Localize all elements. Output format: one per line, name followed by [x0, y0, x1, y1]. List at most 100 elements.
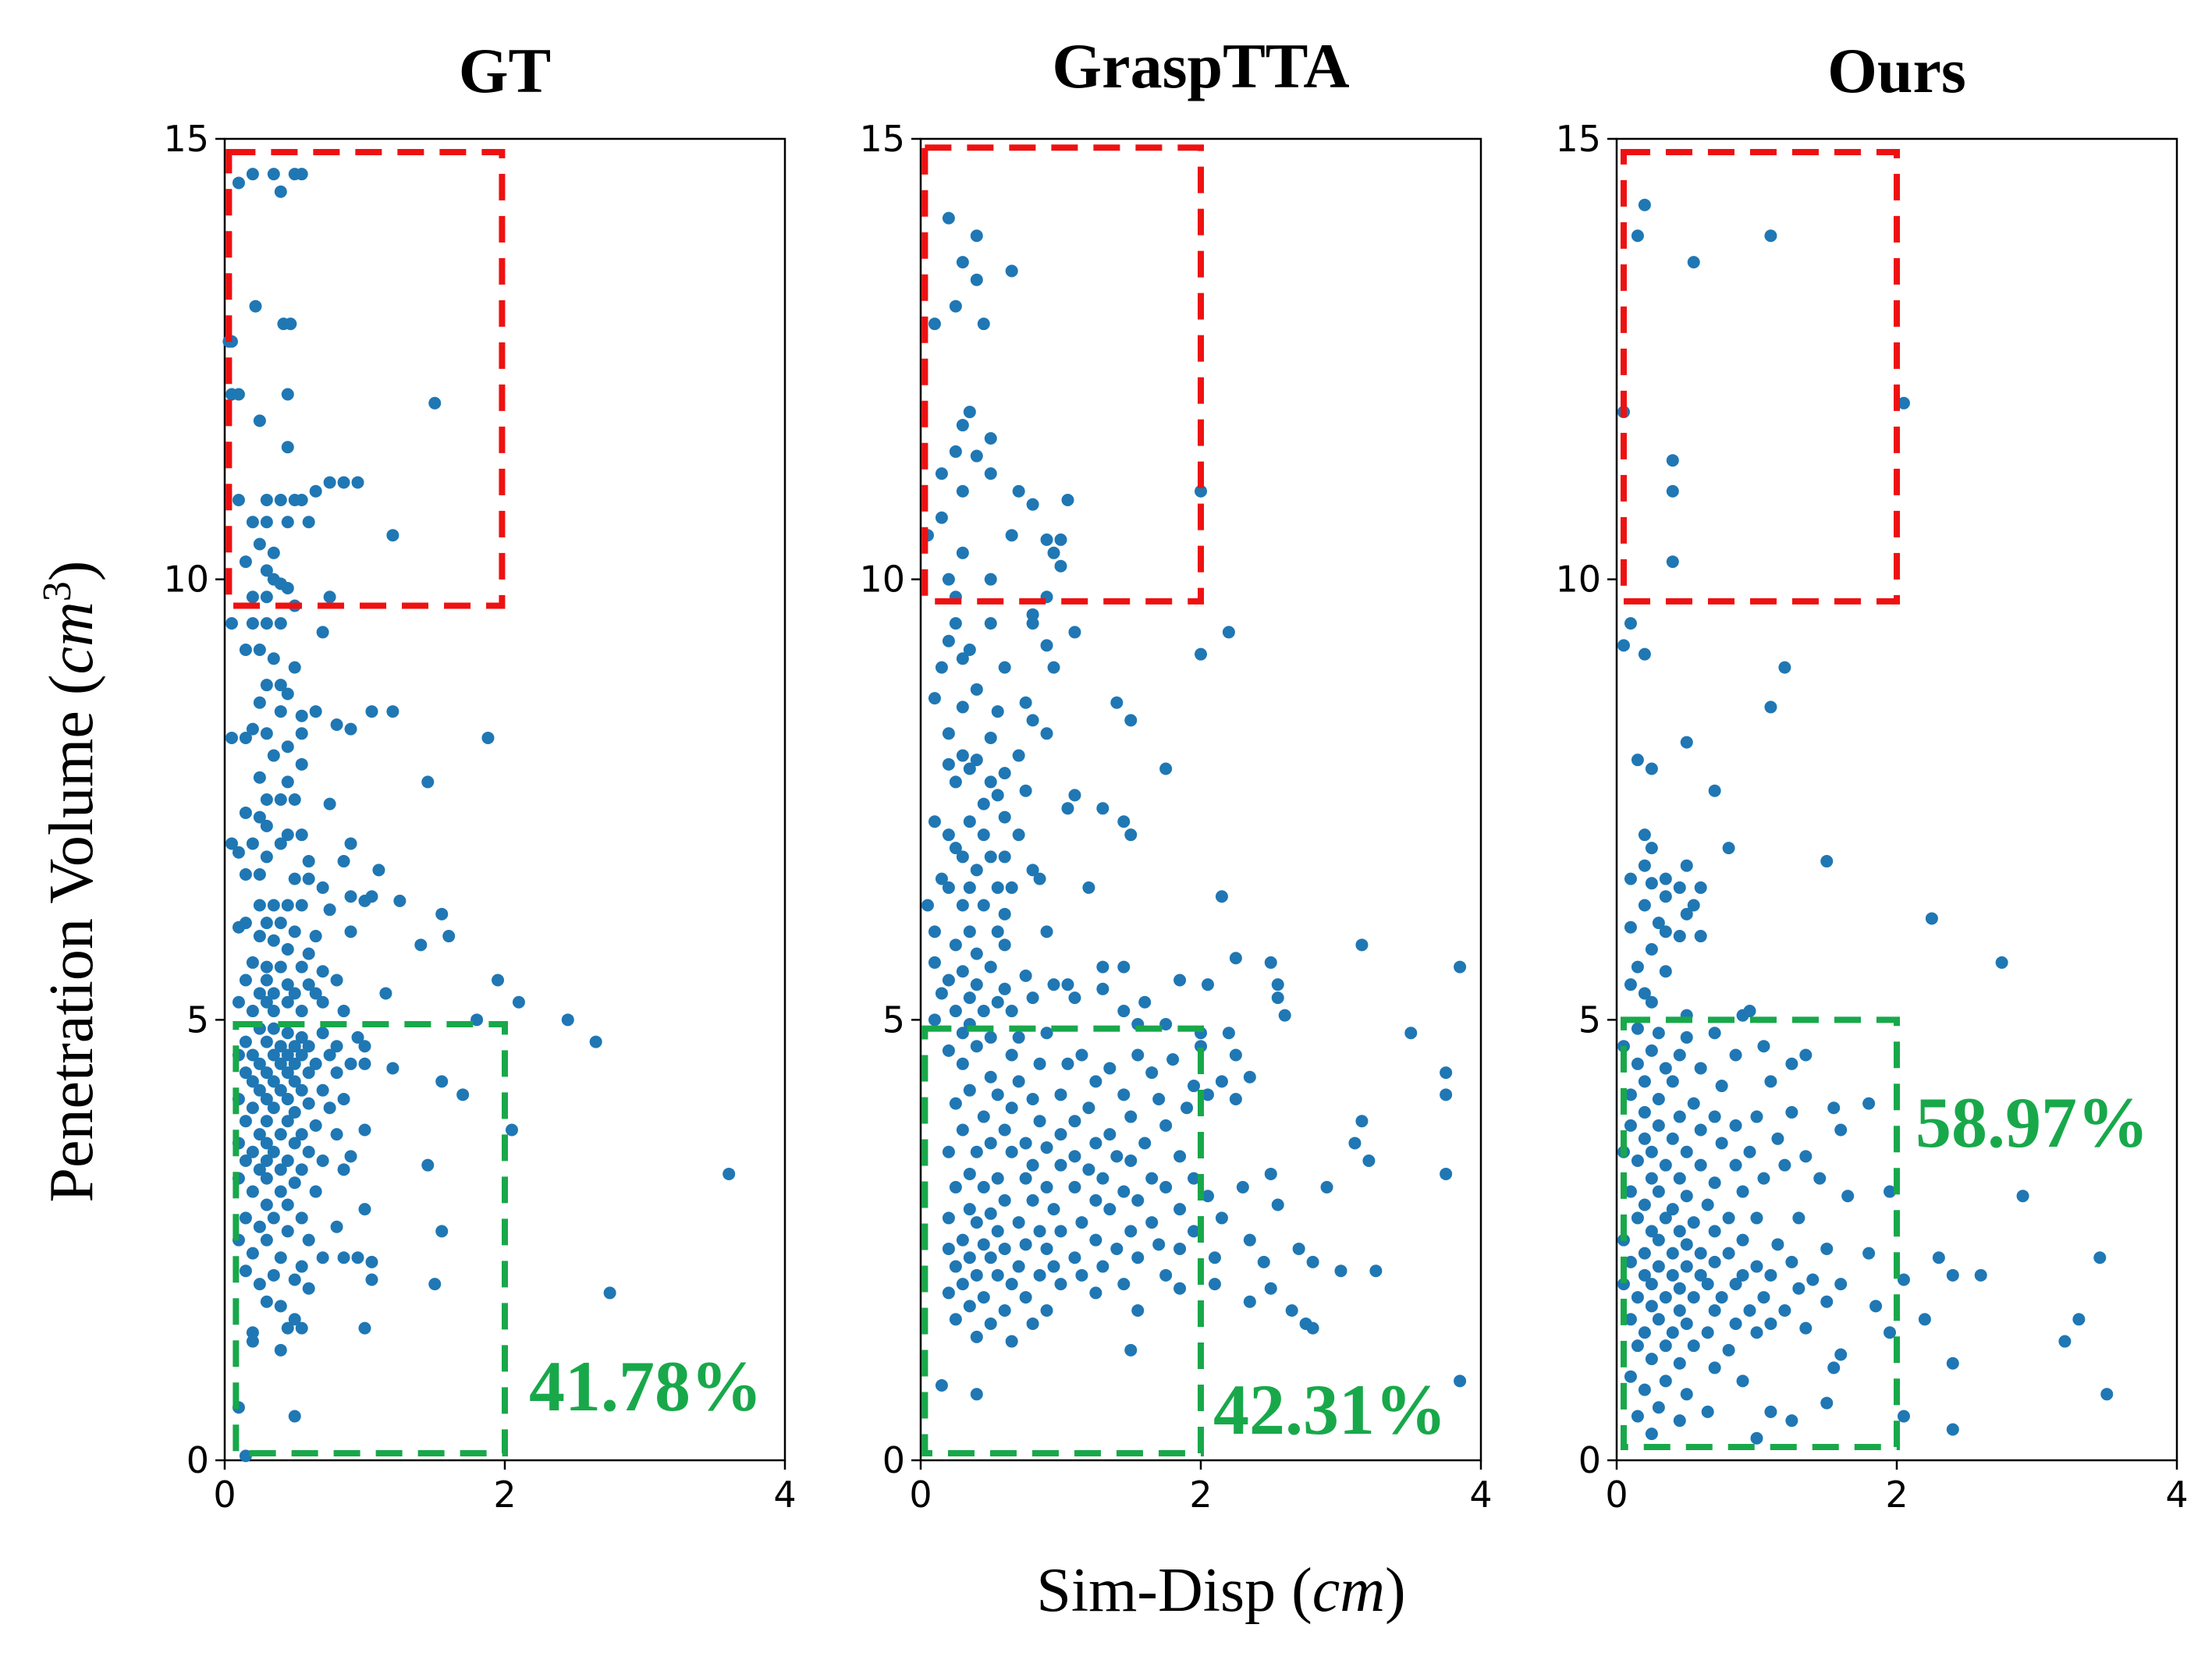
scatter-point: [1348, 1137, 1362, 1150]
scatter-point: [1666, 1132, 1679, 1145]
scatter-point: [1138, 995, 1152, 1009]
scatter-point: [1827, 1361, 1841, 1374]
scatter-point: [281, 1154, 294, 1168]
scatter-point: [1103, 1062, 1117, 1075]
scatter-point: [1040, 1141, 1053, 1154]
scatter-point: [1355, 938, 1369, 952]
scatter-point: [1440, 1088, 1453, 1101]
scatter-point: [281, 775, 294, 789]
scatter-point: [351, 1251, 364, 1264]
scatter-point: [942, 727, 955, 740]
scatter-point: [239, 731, 252, 744]
scatter-point: [1124, 1225, 1138, 1238]
scatter-point: [1019, 784, 1032, 797]
y-tick-label: 10: [859, 559, 905, 601]
scatter-point: [942, 211, 955, 225]
scatter-point: [288, 1105, 301, 1119]
scatter-point: [1026, 1158, 1039, 1172]
scatter-point: [421, 1158, 435, 1172]
scatter-point: [984, 617, 997, 630]
scatter-point: [1792, 1282, 1805, 1295]
scatter-point: [1026, 714, 1039, 727]
scatter-point: [1012, 1030, 1025, 1044]
scatter-point: [984, 573, 997, 586]
scatter-point: [1624, 1119, 1637, 1132]
scatter-point: [323, 903, 336, 917]
y-tick-label: 15: [859, 118, 905, 160]
scatter-point: [323, 476, 336, 489]
scatter-point: [970, 1145, 983, 1158]
scatter-point: [1454, 960, 1467, 974]
scatter-point: [505, 1123, 518, 1137]
scatter-point: [1068, 1115, 1081, 1128]
scatter-point: [942, 1044, 955, 1057]
scatter-point: [1792, 1211, 1805, 1225]
scatter-point: [232, 846, 245, 859]
scatter-point: [1145, 1216, 1159, 1229]
scatter-point: [1624, 1370, 1637, 1383]
scatter-point: [1799, 1048, 1813, 1062]
scatter-point: [1645, 842, 1658, 855]
scatter-point: [1799, 1321, 1813, 1335]
scatter-point: [942, 974, 955, 987]
scatter-point: [1005, 1101, 1018, 1115]
percentage-label: 58.97%: [1916, 1083, 2149, 1162]
scatter-point: [1117, 815, 1131, 828]
scatter-point: [1645, 1428, 1658, 1441]
scatter-point: [1638, 1105, 1651, 1119]
scatter-point: [260, 1115, 273, 1128]
scatter-point: [246, 722, 259, 736]
scatter-point: [232, 995, 245, 1009]
scatter-point: [267, 987, 280, 1000]
scatter-point: [1827, 1101, 1841, 1115]
scatter-point: [1974, 1268, 1987, 1282]
panel-2: Ours 0 2 4 0 5 10 15 58.97%: [1555, 35, 2188, 1516]
scatter-point: [260, 591, 273, 604]
y-tick-label: 5: [882, 998, 905, 1041]
x-tick-label: 0: [909, 1474, 932, 1516]
y-tick-label: 15: [1555, 118, 1601, 160]
scatter-point: [281, 441, 294, 454]
scatter-point: [281, 1225, 294, 1238]
scatter-point: [225, 837, 238, 850]
scatter-point: [928, 1013, 941, 1027]
scatter-point: [1813, 1172, 1827, 1185]
scatter-point: [956, 1123, 969, 1137]
scatter-point: [288, 987, 301, 1000]
scatter-point: [1117, 1088, 1131, 1101]
scatter-point: [302, 1066, 315, 1080]
scatter-point: [274, 960, 287, 974]
low-penetration-box: [1620, 1016, 1901, 1451]
scatter-point: [323, 1101, 336, 1115]
scatter-point: [942, 1211, 955, 1225]
scatter-point: [232, 176, 245, 190]
scatter-point: [344, 1057, 357, 1070]
scatter-point: [1195, 484, 1207, 498]
scatter-point: [1068, 1180, 1081, 1194]
scatter-point: [442, 930, 456, 943]
scatter-point: [337, 1005, 350, 1018]
scatter-point: [949, 1005, 962, 1018]
scatter-point: [288, 925, 301, 938]
scatter-point: [935, 1379, 948, 1392]
scatter-point: [288, 1410, 301, 1423]
panel-title: GraspTTA: [1052, 30, 1349, 101]
scatter-point: [942, 881, 955, 894]
scatter-point: [984, 1317, 997, 1330]
scatter-point: [1729, 1048, 1742, 1062]
scatter-point: [1631, 1339, 1644, 1353]
scatter-point: [984, 850, 997, 864]
scatter-point: [1694, 1062, 1707, 1075]
scatter-point: [302, 978, 315, 991]
scatter-point: [1666, 1247, 1679, 1260]
panel-title: GT: [459, 35, 551, 106]
scatter-point: [309, 987, 322, 1000]
scatter-point: [1687, 1291, 1700, 1304]
scatter-point: [1208, 1251, 1221, 1264]
scatter-point: [1708, 1255, 1721, 1268]
scatter-point: [991, 925, 1004, 938]
scatter-point: [225, 731, 238, 744]
scatter-point: [260, 995, 273, 1009]
scatter-point: [991, 881, 1004, 894]
